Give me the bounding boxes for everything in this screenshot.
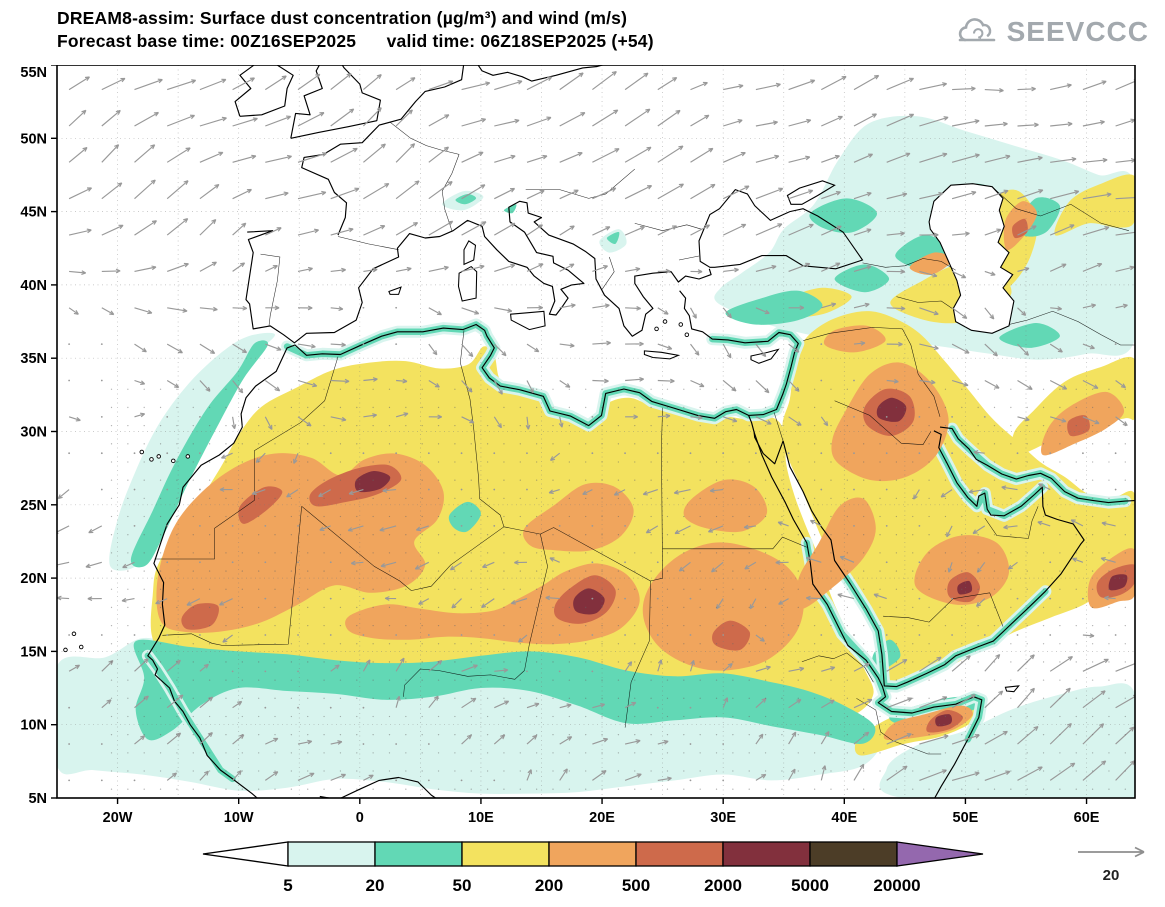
svg-text:20: 20 <box>366 876 385 895</box>
svg-text:0: 0 <box>356 810 364 826</box>
svg-text:500: 500 <box>622 876 650 895</box>
svg-text:50: 50 <box>453 876 472 895</box>
svg-text:50E: 50E <box>953 810 979 826</box>
svg-text:55N: 55N <box>20 65 47 81</box>
svg-text:40N: 40N <box>20 278 47 294</box>
svg-text:60E: 60E <box>1074 810 1100 826</box>
svg-text:40E: 40E <box>831 810 857 826</box>
svg-text:30N: 30N <box>20 425 47 441</box>
svg-text:45N: 45N <box>20 205 47 221</box>
svg-text:2000: 2000 <box>704 876 742 895</box>
svg-text:10E: 10E <box>468 810 494 826</box>
seevccc-logo: SEEVCCC <box>954 16 1149 48</box>
chart-subtitle: Forecast base time: 00Z16SEP2025 valid t… <box>57 31 654 51</box>
svg-text:15N: 15N <box>20 644 47 660</box>
svg-text:50N: 50N <box>20 131 47 147</box>
svg-text:10N: 10N <box>20 718 47 734</box>
colorbar: 5 20 50 200 500 2000 5000 20000 <box>202 841 984 895</box>
svg-text:10W: 10W <box>224 810 254 826</box>
svg-text:20N: 20N <box>20 571 47 587</box>
svg-text:200: 200 <box>535 876 563 895</box>
logo-text: SEEVCCC <box>1006 16 1149 47</box>
svg-text:5: 5 <box>283 876 292 895</box>
svg-text:25N: 25N <box>20 498 47 514</box>
svg-text:5000: 5000 <box>791 876 829 895</box>
svg-text:20E: 20E <box>589 810 615 826</box>
svg-text:30E: 30E <box>710 810 736 826</box>
cloud-icon <box>958 18 995 42</box>
svg-text:20: 20 <box>1103 867 1120 884</box>
svg-text:20W: 20W <box>103 810 133 826</box>
svg-text:5N: 5N <box>28 791 47 807</box>
map-canvas: 55N 50N 45N 40N 35N 30N 25N 20N 15N 10N 5N 20W 10W 0 1… <box>20 65 1136 826</box>
svg-text:35N: 35N <box>20 351 47 367</box>
chart-title: DREAM8-assim: Surface dust concentration… <box>57 8 628 28</box>
wind-reference-arrow: 20 <box>1078 846 1145 884</box>
svg-text:20000: 20000 <box>873 876 920 895</box>
